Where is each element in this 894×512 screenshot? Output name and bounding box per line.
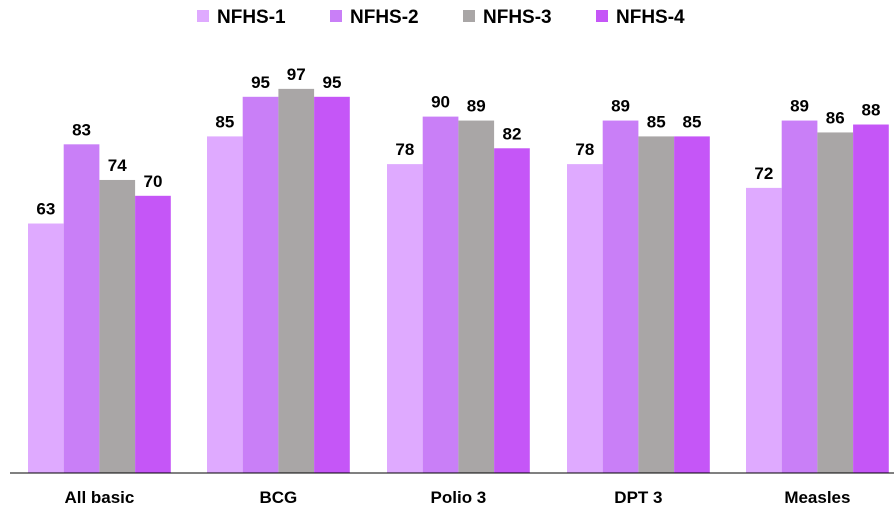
category-labels-group: All basic BCG Polio 3 DPT 3 Measles bbox=[64, 488, 850, 507]
category-label-1: BCG bbox=[260, 488, 298, 507]
bar-nfhs-1-3 bbox=[567, 164, 603, 473]
bar-nfhs-4-1 bbox=[314, 97, 350, 473]
data-label-nfhs-2-4: 89 bbox=[790, 97, 809, 116]
data-label-nfhs-4-3: 85 bbox=[682, 112, 701, 131]
bar-nfhs-3-2 bbox=[458, 121, 494, 473]
legend-label-nfhs-3: NFHS-3 bbox=[483, 7, 552, 28]
data-label-nfhs-4-1: 95 bbox=[322, 73, 341, 92]
category-label-0: All basic bbox=[64, 488, 134, 507]
bar-nfhs-3-4 bbox=[817, 132, 853, 473]
data-label-nfhs-3-2: 89 bbox=[467, 97, 486, 116]
bar-nfhs-4-3 bbox=[674, 136, 710, 473]
bar-nfhs-1-1 bbox=[207, 136, 243, 473]
bars-group bbox=[28, 89, 889, 473]
bar-nfhs-2-3 bbox=[603, 121, 639, 473]
data-label-nfhs-4-2: 82 bbox=[502, 124, 521, 143]
legend-swatch-nfhs-2 bbox=[330, 10, 342, 22]
bar-nfhs-2-0 bbox=[64, 144, 100, 473]
legend-label-nfhs-2: NFHS-2 bbox=[350, 7, 419, 28]
category-label-3: DPT 3 bbox=[614, 488, 662, 507]
data-label-nfhs-2-3: 89 bbox=[611, 97, 630, 116]
data-label-nfhs-3-3: 85 bbox=[647, 112, 666, 131]
data-label-nfhs-4-4: 88 bbox=[861, 101, 880, 120]
legend-label-nfhs-1: NFHS-1 bbox=[217, 7, 286, 28]
bar-nfhs-3-3 bbox=[638, 136, 674, 473]
legend-label-nfhs-4: NFHS-4 bbox=[616, 7, 685, 28]
data-label-nfhs-1-0: 63 bbox=[36, 200, 55, 219]
bar-nfhs-3-1 bbox=[278, 89, 314, 473]
bar-nfhs-1-0 bbox=[28, 224, 64, 473]
bar-nfhs-4-2 bbox=[494, 148, 530, 473]
bar-nfhs-1-4 bbox=[746, 188, 782, 473]
legend-swatch-nfhs-4 bbox=[596, 10, 608, 22]
bar-nfhs-2-2 bbox=[423, 117, 459, 473]
data-label-nfhs-1-2: 78 bbox=[395, 140, 414, 159]
data-label-nfhs-1-4: 72 bbox=[754, 164, 773, 183]
legend-swatch-nfhs-3 bbox=[463, 10, 475, 22]
bar-nfhs-2-1 bbox=[243, 97, 279, 473]
bar-nfhs-1-2 bbox=[387, 164, 423, 473]
data-label-nfhs-2-0: 83 bbox=[72, 120, 91, 139]
data-label-nfhs-4-0: 70 bbox=[143, 172, 162, 191]
legend-swatch-nfhs-1 bbox=[197, 10, 209, 22]
data-label-nfhs-1-1: 85 bbox=[215, 112, 234, 131]
data-label-nfhs-3-0: 74 bbox=[108, 156, 127, 175]
data-label-nfhs-1-3: 78 bbox=[575, 140, 594, 159]
bar-nfhs-2-4 bbox=[782, 121, 818, 473]
data-label-nfhs-2-1: 95 bbox=[251, 73, 270, 92]
data-label-nfhs-3-1: 97 bbox=[287, 65, 306, 84]
bar-nfhs-3-0 bbox=[99, 180, 135, 473]
legend: NFHS-1 NFHS-2 NFHS-3 NFHS-4 bbox=[197, 7, 685, 28]
data-label-nfhs-3-4: 86 bbox=[826, 108, 845, 127]
bar-nfhs-4-0 bbox=[135, 196, 171, 473]
data-label-nfhs-2-2: 90 bbox=[431, 93, 450, 112]
category-label-2: Polio 3 bbox=[431, 488, 487, 507]
category-label-4: Measles bbox=[784, 488, 850, 507]
bar-nfhs-4-4 bbox=[853, 125, 889, 473]
